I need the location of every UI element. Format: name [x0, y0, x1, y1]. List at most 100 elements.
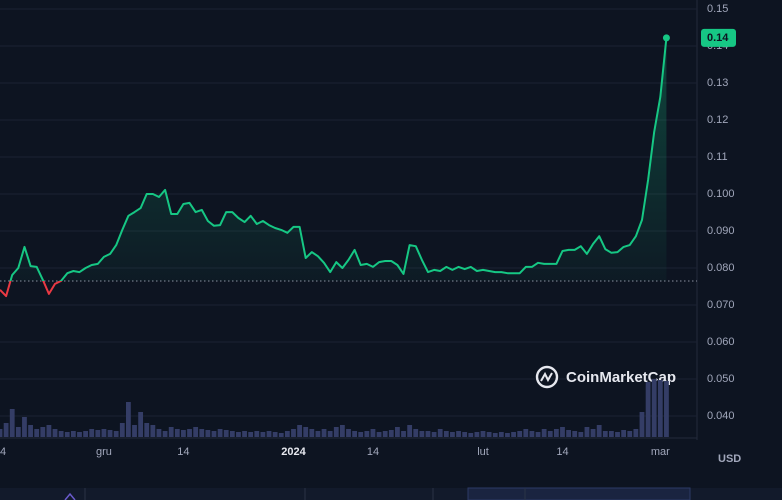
- watermark-logo: [535, 365, 559, 389]
- volume-bar: [58, 431, 64, 437]
- price-badge-text: 0.14: [707, 32, 729, 44]
- volume-bar: [590, 429, 596, 437]
- volume-bar: [339, 425, 345, 437]
- volume-bar: [260, 432, 266, 437]
- x-tick-label: 2024: [281, 446, 306, 458]
- currency-label: USD: [718, 453, 741, 465]
- volume-bar: [553, 429, 559, 437]
- volume-bar: [138, 412, 144, 437]
- volume-bar: [651, 379, 657, 437]
- volume-bar: [541, 429, 547, 437]
- y-tick-label: 0.090: [707, 225, 735, 237]
- volume-bar: [413, 429, 419, 437]
- volume-bar: [480, 431, 486, 437]
- volume-bar: [517, 431, 523, 437]
- volume-bar: [327, 431, 333, 437]
- volume-bar: [254, 431, 260, 437]
- volume-bar: [3, 423, 9, 437]
- volume-bar: [443, 431, 449, 437]
- x-tick-label: 14: [0, 446, 6, 458]
- y-tick-label: 0.040: [707, 410, 735, 422]
- volume-bar: [450, 432, 455, 437]
- volume-bar: [315, 431, 321, 437]
- volume-bar: [456, 431, 461, 437]
- volume-bar: [437, 429, 443, 437]
- volume-bar: [486, 432, 492, 437]
- y-tick-label: 0.13: [707, 77, 728, 89]
- volume-bar: [22, 417, 27, 437]
- volume-bar: [229, 431, 235, 437]
- watermark-logo: [540, 371, 553, 383]
- volume-bar: [615, 432, 620, 437]
- volume-bar: [174, 429, 180, 437]
- volume-bar: [352, 431, 358, 437]
- volume-bar: [132, 425, 137, 437]
- watermark-text: CoinMarketCap: [566, 369, 676, 386]
- volume-bar: [150, 425, 156, 437]
- volume-bar: [40, 427, 46, 437]
- y-tick-label: 0.15: [707, 3, 728, 15]
- volume-bar: [70, 431, 76, 437]
- volume-bar: [297, 425, 302, 437]
- y-tick-label: 0.12: [707, 114, 728, 126]
- navigator: [0, 487, 782, 500]
- volume-bar: [28, 425, 33, 437]
- x-tick-label: mar: [651, 446, 670, 458]
- volume-bar: [596, 425, 602, 437]
- volume-bar: [162, 431, 168, 437]
- volume-bar: [303, 427, 309, 437]
- volume-bar: [272, 432, 278, 437]
- volume-bar: [664, 381, 669, 437]
- volume-bar: [113, 431, 119, 437]
- x-tick-label: 14: [177, 446, 189, 458]
- volume-bar: [492, 433, 498, 437]
- volume-bar: [633, 429, 639, 437]
- volume-bar: [364, 431, 370, 437]
- volume-bar: [34, 429, 40, 437]
- volume-bar: [560, 427, 565, 437]
- price-area: [0, 37, 667, 281]
- volume-bar: [333, 427, 339, 437]
- volume-bar: [217, 429, 223, 437]
- volume-bar: [193, 427, 199, 437]
- volume-bar: [523, 429, 529, 437]
- volume-bar: [462, 432, 468, 437]
- volume-bar: [278, 433, 284, 437]
- price-badge: [701, 28, 736, 47]
- volume-bar: [83, 431, 88, 437]
- x-tick-label: 14: [556, 446, 568, 458]
- volume-bar: [107, 430, 113, 437]
- volume-bar: [125, 402, 131, 437]
- volume-bar: [101, 429, 107, 437]
- volume-bar: [407, 425, 413, 437]
- volume-bar: [284, 431, 290, 437]
- volume-bar: [602, 431, 608, 437]
- last-point: [662, 34, 670, 42]
- volume-bar: [52, 429, 58, 437]
- price-line: [9, 37, 668, 281]
- volume-bar: [431, 432, 437, 437]
- volume-bar: [376, 432, 382, 437]
- navigator-marker: [64, 492, 76, 500]
- volume-bar: [425, 431, 431, 437]
- volume-bar: [382, 431, 388, 437]
- navigator-window: [467, 487, 691, 500]
- y-tick-label: 0.100: [707, 188, 735, 200]
- x-tick-label: gru: [96, 446, 112, 458]
- volume-bar: [474, 432, 480, 437]
- volume-bar: [89, 429, 95, 437]
- volume-bar: [95, 430, 101, 437]
- x-tick-label: lut: [477, 446, 489, 458]
- volume-bar: [388, 430, 394, 437]
- volume-bar: [639, 412, 645, 437]
- volume-bar: [511, 432, 516, 437]
- y-tick-label: 0.080: [707, 262, 735, 274]
- volume-bar: [401, 431, 406, 437]
- volume-bar: [609, 431, 614, 437]
- volume-bar: [498, 432, 504, 437]
- volume-bar: [248, 432, 254, 437]
- volume-bar: [181, 430, 186, 437]
- volume-bar: [566, 430, 572, 437]
- volume-bar: [468, 433, 474, 437]
